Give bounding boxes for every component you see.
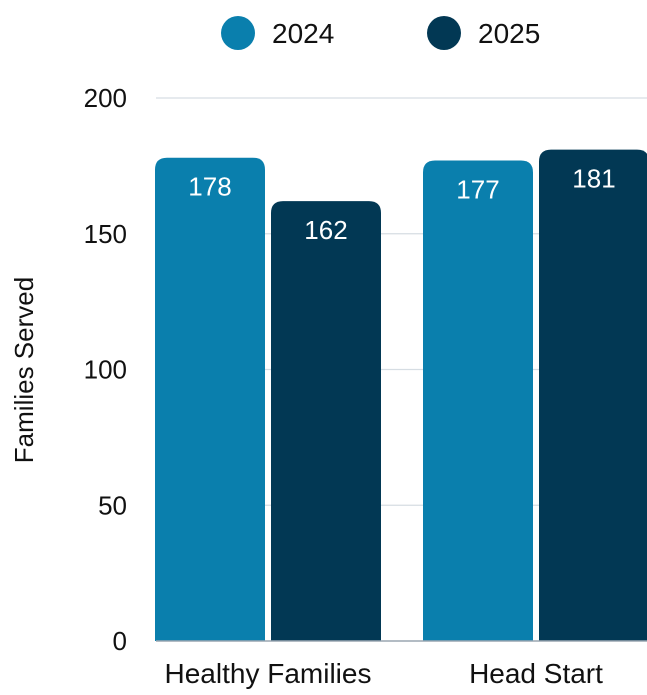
x-tick-label-head-start: Head Start (469, 658, 603, 689)
bar-healthy-families-2024 (155, 157, 265, 642)
legend-item-2024: 2024 (221, 16, 334, 50)
y-axis-title: Families Served (9, 277, 39, 463)
bar-healthy-families-2025 (271, 201, 381, 642)
data-label-head-start-2024: 177 (456, 174, 499, 204)
y-tick-label-150: 150 (84, 219, 127, 249)
legend-swatch-2025 (427, 16, 461, 50)
y-tick-label-50: 50 (98, 490, 127, 520)
legend: 2024 2025 (221, 16, 540, 50)
data-label-healthy-families-2025: 162 (304, 215, 347, 245)
legend-label-2024: 2024 (272, 18, 334, 49)
y-tick-label-0: 0 (113, 626, 127, 656)
data-label-healthy-families-2024: 178 (188, 172, 231, 202)
legend-swatch-2024 (221, 16, 255, 50)
y-tick-label-100: 100 (84, 355, 127, 385)
bar-head-start-2025 (539, 149, 647, 641)
y-axis-ticks: 0 50 100 150 200 (84, 83, 127, 656)
bars: 178 162 177 181 (155, 149, 647, 642)
legend-item-2025: 2025 (427, 16, 540, 50)
data-label-head-start-2025: 181 (572, 164, 615, 194)
bar-head-start-2024 (423, 160, 533, 641)
x-axis-labels: Healthy Families Head Start (165, 658, 604, 689)
legend-label-2025: 2025 (478, 18, 540, 49)
y-tick-label-200: 200 (84, 83, 127, 113)
x-tick-label-healthy-families: Healthy Families (165, 658, 372, 689)
